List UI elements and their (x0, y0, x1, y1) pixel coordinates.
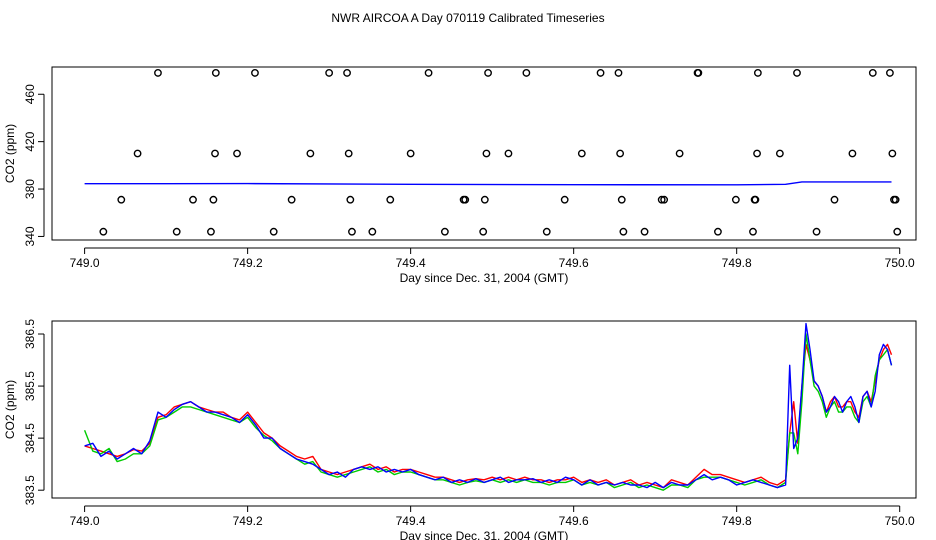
data-point-circle (154, 69, 162, 77)
data-point-circle (891, 195, 900, 204)
data-point-circle (657, 195, 666, 204)
x-axis-label: Day since Dec. 31, 2004 (GMT) (400, 529, 569, 540)
x-tick-label: 750.0 (885, 514, 915, 528)
x-tick-label: 749.6 (559, 256, 589, 270)
data-point-circle (461, 195, 470, 204)
plot-frame (51, 66, 917, 241)
data-point-circle (775, 149, 784, 158)
data-point-circle (233, 149, 241, 158)
bottom-panel-timeseries: 749.0 749.2 749.4 749.6 749.8 750.0 383.5 384.5… (3, 319, 917, 540)
data-point-circle (482, 149, 491, 158)
data-point-circle (868, 69, 877, 77)
x-tick-label: 749.6 (559, 514, 589, 528)
y-tick-label: 383.5 (23, 475, 37, 505)
y-tick-label: 384.5 (23, 423, 37, 453)
data-point-circle (251, 69, 259, 77)
x-tick-label: 749.4 (396, 256, 426, 270)
series-line-blue (84, 322, 893, 489)
data-point-circle (542, 227, 551, 236)
data-point-circle (325, 69, 334, 77)
figure-title: NWR AIRCOA A Day 070119 Calibrated Times… (331, 11, 604, 25)
data-point-circle (440, 227, 449, 236)
data-point-circle (484, 69, 492, 77)
data-point-circle (751, 195, 760, 204)
data-point-circle (560, 195, 569, 204)
data-point-circle (211, 149, 219, 158)
x-axis-label: Day since Dec. 31, 2004 (GMT) (400, 271, 569, 285)
data-point-circle (386, 195, 395, 204)
data-point-circle (504, 149, 513, 158)
data-point-circle (577, 149, 586, 158)
x-tick-label: 749.0 (70, 256, 100, 270)
y-tick-label: 460 (23, 84, 37, 104)
x-tick-label: 749.0 (70, 514, 100, 528)
y-axis-label: CO2 (ppm) (3, 380, 17, 439)
data-point-circle (306, 149, 315, 158)
data-point-circle (888, 149, 897, 158)
data-point-circle (189, 195, 197, 204)
x-tick-label: 749.8 (722, 256, 752, 270)
data-point-circle (424, 69, 433, 77)
data-point-circle (660, 195, 669, 204)
data-point-circle (596, 69, 605, 77)
data-point-circle (848, 149, 857, 158)
y-tick-label: 386.5 (23, 319, 37, 349)
data-point-circle (812, 227, 821, 236)
data-point-circle (694, 69, 703, 77)
data-point-circle (348, 227, 356, 236)
data-point-circle (714, 227, 722, 236)
data-point-circle (753, 69, 762, 77)
x-tick-label: 749.2 (233, 514, 263, 528)
y-tick-label: 380 (23, 179, 37, 199)
plot-frame (51, 320, 917, 499)
data-point-circle (675, 149, 684, 158)
data-point-circle (211, 69, 220, 77)
data-point-circle (614, 69, 623, 77)
data-point-circle (368, 227, 377, 236)
top-panel-scatter: 749.0 749.2 749.4 749.6 749.8 750.0 340 380 420 4… (3, 66, 917, 285)
data-point-circle (172, 227, 181, 236)
y-tick-label: 340 (23, 226, 37, 246)
series-line-red (84, 343, 893, 489)
data-point-circle (522, 69, 531, 77)
data-point-circle (749, 227, 757, 236)
y-tick-label: 385.5 (23, 371, 37, 401)
x-tick-label: 749.4 (396, 514, 426, 528)
y-axis-label: CO2 (ppm) (3, 124, 17, 183)
data-point-circle (480, 195, 489, 204)
x-tick-label: 749.2 (233, 256, 263, 270)
data-point-circle (406, 149, 415, 158)
data-point-circle (893, 227, 902, 236)
data-point-circle (617, 195, 626, 204)
data-point-circle (209, 195, 218, 204)
data-point-circle (619, 227, 628, 236)
data-point-circle (830, 195, 839, 204)
data-point-circle (207, 227, 215, 236)
data-point-circle (731, 195, 740, 204)
data-point-circle (99, 227, 108, 236)
data-point-circle (117, 195, 126, 204)
data-point-circle (344, 149, 353, 158)
data-point-circle (640, 227, 649, 236)
data-point-circle (287, 195, 296, 204)
data-point-circle (269, 227, 278, 236)
data-point-circle (753, 149, 761, 158)
series-line-blue (84, 181, 892, 186)
data-point-circle (133, 149, 142, 158)
data-point-circle (343, 69, 351, 77)
data-point-circle (793, 69, 801, 77)
x-tick-label: 749.8 (722, 514, 752, 528)
data-point-circle (616, 149, 625, 158)
data-point-circle (886, 69, 894, 77)
x-tick-label: 750.0 (885, 256, 915, 270)
data-point-circle (479, 227, 488, 236)
y-tick-label: 420 (23, 131, 37, 151)
data-point-circle (346, 195, 355, 204)
